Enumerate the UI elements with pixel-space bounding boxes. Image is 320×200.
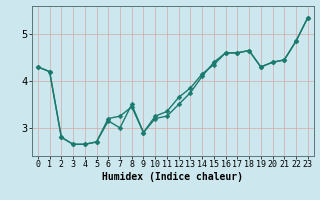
X-axis label: Humidex (Indice chaleur): Humidex (Indice chaleur) (102, 172, 243, 182)
